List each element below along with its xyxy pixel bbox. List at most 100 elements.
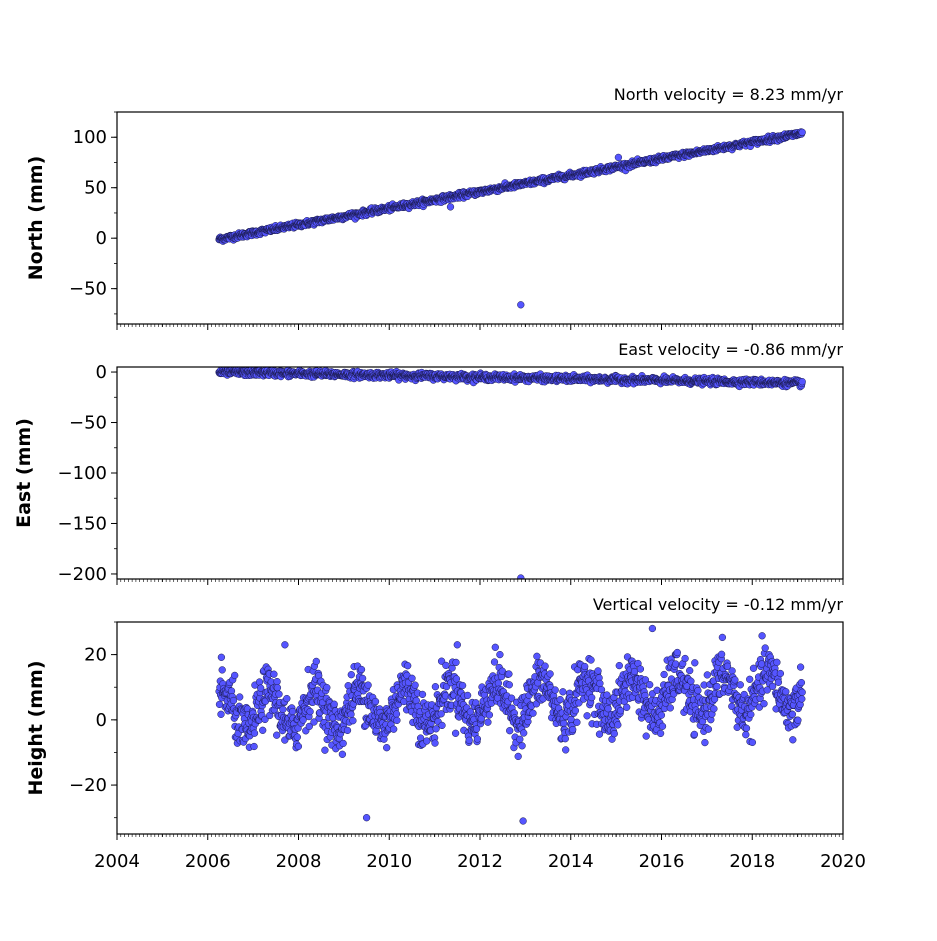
data-point <box>718 651 725 658</box>
data-point <box>597 680 604 687</box>
data-point <box>588 694 595 701</box>
data-point <box>432 740 439 747</box>
data-point <box>777 670 784 677</box>
data-point <box>485 719 492 726</box>
y-axis-label: North (mm) <box>25 156 47 281</box>
data-point <box>799 378 806 385</box>
data-point <box>259 727 266 734</box>
data-point <box>658 712 665 719</box>
data-point <box>294 734 301 741</box>
data-point <box>560 688 567 695</box>
ytick-label: 100 <box>73 127 107 148</box>
data-point <box>595 668 602 675</box>
data-point <box>365 682 372 689</box>
data-point <box>394 717 401 724</box>
data-point <box>661 671 668 678</box>
data-point <box>506 671 513 678</box>
data-point <box>799 129 806 136</box>
data-point <box>623 704 630 711</box>
data-point <box>322 747 329 754</box>
data-point <box>616 662 623 669</box>
data-point <box>393 711 400 718</box>
data-point <box>759 632 766 639</box>
data-point <box>798 679 805 686</box>
data-point <box>691 659 698 666</box>
data-point <box>453 659 460 666</box>
data-point <box>789 711 796 718</box>
ytick-label: −200 <box>58 564 107 585</box>
data-point <box>560 720 567 727</box>
ytick-label: −100 <box>58 463 107 484</box>
data-point <box>491 659 498 666</box>
outlier-point <box>520 818 527 825</box>
data-point <box>323 684 330 691</box>
data-point <box>219 667 226 674</box>
data-point <box>729 668 736 675</box>
ytick-label: −50 <box>69 279 107 300</box>
data-point <box>251 730 258 737</box>
data-point <box>218 654 225 661</box>
data-point <box>798 696 805 703</box>
data-point <box>348 671 355 678</box>
data-point <box>534 653 541 660</box>
ytick-label: −20 <box>69 775 107 796</box>
outlier-point <box>447 204 454 211</box>
panel-title: North velocity = 8.23 mm/yr <box>614 85 844 104</box>
data-point <box>236 694 243 701</box>
data-point <box>659 723 666 730</box>
data-point <box>492 644 499 651</box>
data-point <box>530 710 537 717</box>
data-point <box>433 725 440 732</box>
data-point <box>637 666 644 673</box>
data-point <box>797 664 804 671</box>
data-point <box>695 687 702 694</box>
data-point <box>383 744 390 751</box>
outlier-point <box>517 301 524 308</box>
data-point <box>506 727 513 734</box>
data-point <box>331 701 338 708</box>
data-point <box>643 733 650 740</box>
data-point <box>409 675 416 682</box>
data-point <box>581 663 588 670</box>
data-point <box>562 747 569 754</box>
data-point <box>289 708 296 715</box>
ytick-label: −150 <box>58 513 107 534</box>
data-point <box>274 684 281 691</box>
data-point <box>519 742 526 749</box>
panel-1: 100 50 0 −50 North velocity = 8.23 mm/yr Nort… <box>25 85 843 330</box>
data-point <box>605 705 612 712</box>
data-point <box>742 731 749 738</box>
data-point <box>359 675 366 682</box>
data-point <box>667 705 674 712</box>
data-point <box>256 679 263 686</box>
data-point <box>732 677 739 684</box>
data-point <box>439 722 446 729</box>
panel-title: East velocity = -0.86 mm/yr <box>618 340 843 359</box>
data-point <box>762 645 769 652</box>
data-point <box>614 722 621 729</box>
data-point <box>686 667 693 674</box>
data-point <box>344 727 351 734</box>
data-point <box>452 730 459 737</box>
data-point <box>769 683 776 690</box>
ytick-label: 0 <box>96 228 107 249</box>
data-point <box>774 659 781 666</box>
data-point <box>714 683 721 690</box>
data-point <box>231 672 238 679</box>
data-point <box>747 711 754 718</box>
data-point <box>280 706 287 713</box>
data-point <box>761 700 768 707</box>
data-point <box>674 649 681 656</box>
data-point <box>273 732 280 739</box>
ytick-label: 50 <box>84 178 107 199</box>
data-point <box>617 707 624 714</box>
data-point <box>423 738 430 745</box>
data-point <box>271 671 278 678</box>
data-point <box>775 679 782 686</box>
data-point <box>702 739 709 746</box>
data-point <box>574 719 581 726</box>
data-point <box>404 662 411 669</box>
data-point <box>704 672 711 679</box>
